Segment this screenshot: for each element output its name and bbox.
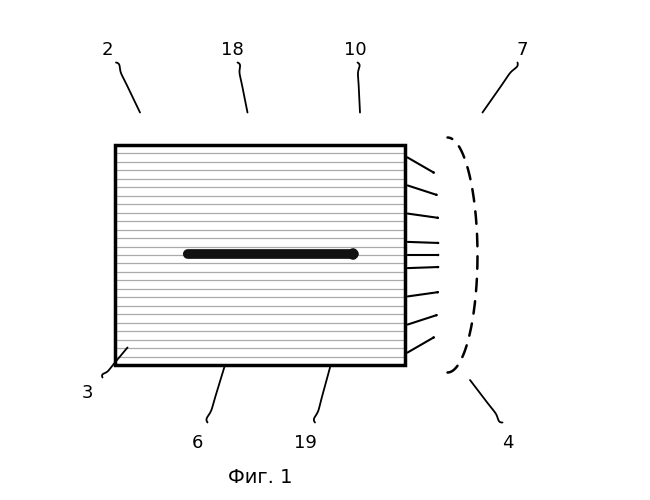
Text: 3: 3 — [82, 384, 93, 402]
Text: 10: 10 — [344, 41, 367, 59]
Text: 19: 19 — [294, 434, 317, 452]
Text: 7: 7 — [517, 41, 528, 59]
Text: 2: 2 — [102, 41, 113, 59]
Text: 18: 18 — [221, 41, 244, 59]
Text: 6: 6 — [192, 434, 203, 452]
Bar — [115, 145, 405, 365]
Text: 4: 4 — [502, 434, 514, 452]
Bar — [115, 145, 405, 365]
Text: Фиг. 1: Фиг. 1 — [227, 468, 292, 487]
